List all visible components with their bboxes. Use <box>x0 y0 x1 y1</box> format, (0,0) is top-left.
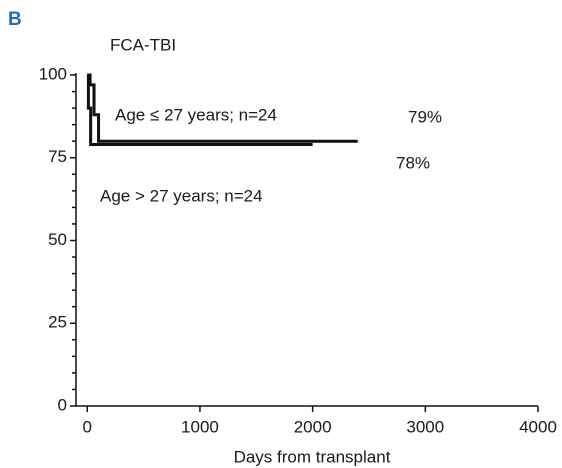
panel-label: B <box>8 9 22 30</box>
y-tick-label: 75 <box>48 147 67 166</box>
survival-curve <box>87 73 358 143</box>
y-tick-label: 100 <box>39 64 67 83</box>
y-tick-label: 50 <box>48 230 67 249</box>
survival-curve <box>86 73 313 147</box>
series-label: Age > 27 years; n=24 <box>100 186 263 205</box>
x-tick-label: 2000 <box>294 417 332 436</box>
series-label: Age ≤ 27 years; n=24 <box>115 105 277 124</box>
y-tick-label: 25 <box>48 313 67 332</box>
x-tick-label: 0 <box>83 417 92 436</box>
x-tick-label: 3000 <box>406 417 444 436</box>
end-label: 78% <box>396 153 430 172</box>
x-tick-label: 4000 <box>519 417 557 436</box>
x-axis-label: Days from transplant <box>234 447 391 466</box>
end-label: 79% <box>408 107 442 126</box>
x-tick-label: 1000 <box>181 417 219 436</box>
y-tick-label: 0 <box>58 395 67 414</box>
chart-title: FCA-TBI <box>110 35 176 54</box>
